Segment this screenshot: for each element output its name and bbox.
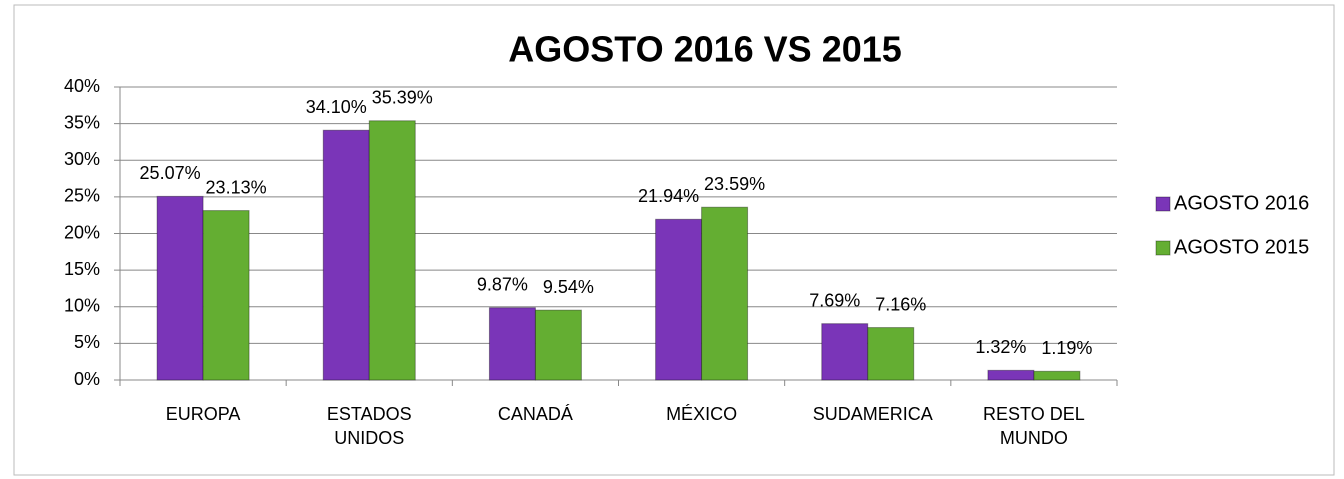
bar bbox=[322, 129, 370, 381]
x-tick-label: SUDAMERICA bbox=[812, 404, 933, 424]
data-label: 9.87% bbox=[477, 274, 528, 294]
bar bbox=[821, 323, 869, 381]
bar bbox=[987, 369, 1035, 381]
data-label: 23.13% bbox=[206, 177, 267, 197]
data-label: 1.19% bbox=[1041, 338, 1092, 358]
x-tick-label: CANADÁ bbox=[497, 404, 573, 424]
legend-swatch bbox=[1155, 240, 1171, 256]
y-tick-label: 10% bbox=[64, 296, 100, 316]
x-tick-label: MÉXICO bbox=[666, 404, 738, 424]
data-label: 9.54% bbox=[543, 277, 594, 297]
data-label: 25.07% bbox=[140, 163, 201, 183]
data-label: 7.16% bbox=[875, 294, 926, 314]
chart-border bbox=[13, 4, 1335, 476]
data-label: 34.10% bbox=[306, 97, 367, 117]
bar bbox=[202, 210, 250, 381]
bar bbox=[655, 218, 703, 381]
bar bbox=[368, 120, 416, 381]
y-tick-label: 35% bbox=[64, 112, 100, 132]
data-label: 7.69% bbox=[809, 290, 860, 310]
chart-title: AGOSTO 2016 VS 2015 bbox=[508, 29, 902, 70]
bar bbox=[488, 307, 536, 381]
x-tick-label: EUROPA bbox=[165, 404, 241, 424]
bar bbox=[1033, 370, 1081, 381]
x-tick-label: RESTO DEL MUNDO bbox=[983, 404, 1085, 448]
data-label: 1.32% bbox=[975, 337, 1026, 357]
bar bbox=[867, 327, 915, 381]
bar bbox=[156, 195, 204, 381]
y-tick-label: 25% bbox=[64, 186, 100, 206]
bar bbox=[534, 309, 582, 381]
data-label: 35.39% bbox=[372, 88, 433, 108]
x-tick-label: ESTADOS UNIDOS bbox=[326, 404, 412, 448]
legend-label: AGOSTO 2015 bbox=[1174, 236, 1309, 258]
y-tick-label: 20% bbox=[64, 222, 100, 242]
y-tick-label: 5% bbox=[74, 332, 100, 352]
legend-label: AGOSTO 2016 bbox=[1174, 192, 1309, 214]
data-label: 23.59% bbox=[704, 174, 765, 194]
y-tick-label: 0% bbox=[74, 369, 100, 389]
y-tick-label: 30% bbox=[64, 149, 100, 169]
y-tick-label: 40% bbox=[64, 76, 100, 96]
y-tick-label: 15% bbox=[64, 259, 100, 279]
legend-swatch bbox=[1155, 196, 1171, 212]
bar bbox=[701, 206, 749, 381]
data-label: 21.94% bbox=[638, 186, 699, 206]
